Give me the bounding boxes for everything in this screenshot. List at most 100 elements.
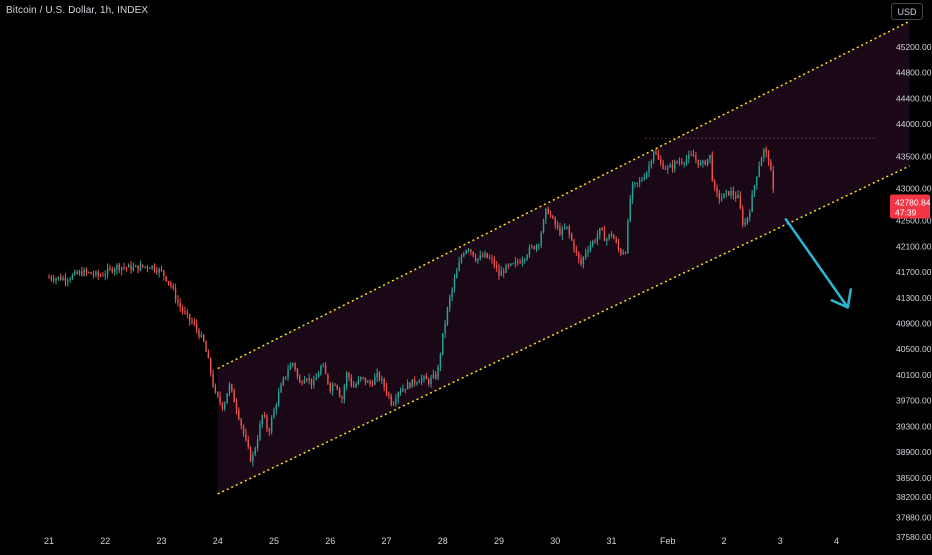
candle-body [481,255,484,257]
x-tick-label: 27 [381,536,391,546]
candle-body [294,363,296,370]
candle-body [399,391,402,393]
candle-body [617,242,620,250]
candle-body [315,377,317,381]
candle-body [716,187,718,193]
candle-body [427,379,430,384]
candle-body [442,333,444,355]
candle-body [585,252,587,258]
candle-body [219,396,221,403]
candle-body [165,276,167,282]
candle-body [137,265,139,271]
candle-body [402,388,404,392]
candle-body [756,176,758,186]
candle-body [207,351,210,359]
candle-body [235,402,238,411]
candle-body [601,227,603,231]
candle-body [610,234,613,236]
candle-body [514,261,517,264]
y-tick-label: 40900.00 [896,318,932,328]
candle-body [345,372,348,387]
candle-body [575,249,578,253]
candle-body [711,154,713,181]
candle-body [662,162,664,169]
candle-body [622,252,624,255]
candle-body [727,191,730,196]
candle-body [458,261,460,271]
candle-body [453,278,456,289]
candle-body [767,152,770,162]
candle-body [139,264,142,271]
candle-body [720,198,723,200]
candle-body [193,322,196,324]
candle-body [308,378,310,380]
candle-body [645,172,648,178]
candle-body [681,161,683,164]
candle-body [327,374,329,384]
candle-body [477,258,479,261]
candle-body [92,274,95,276]
candle-body [322,365,324,367]
candle-body [186,312,188,315]
candle-body [474,256,477,261]
candle-body [170,282,172,286]
candle-body [62,277,64,280]
y-tick-label: 44800.00 [896,68,932,78]
candle-body [324,365,327,375]
candle-body [383,379,385,388]
candle-body [589,245,592,251]
candle-body [636,182,638,184]
candle-body [491,258,493,260]
candle-body [582,257,585,265]
y-tick-label: 43000.00 [896,183,932,193]
candle-body [74,271,76,275]
candle-body [758,166,760,177]
arrow-shaft [784,218,849,309]
candle-body [725,191,728,194]
candle-body [341,396,343,399]
x-tick-label: 24 [213,536,223,546]
y-tick-label: 37880.00 [896,513,932,523]
candle-body [446,307,449,325]
candle-body [638,180,641,183]
candle-body [500,271,503,276]
candle-body [706,158,709,165]
candle-body [212,373,214,387]
candle-body [554,218,556,225]
candle-body [463,253,465,257]
candle-body [205,341,207,352]
candle-body [409,382,411,388]
candle-body [364,377,367,383]
candle-body [435,374,437,379]
candle-body [437,366,439,379]
y-tick-label: 38500.00 [896,473,932,483]
candle-body [495,265,498,269]
candle-body [484,253,486,257]
candle-body [163,270,165,277]
candle-body [369,381,371,385]
candle-body [627,220,629,253]
candle-body [592,241,594,246]
candle-body [676,161,678,163]
candle-body [320,366,322,375]
candle-body [416,382,418,384]
candle-body [648,165,650,173]
candle-body [652,151,655,162]
candle-body [650,161,653,166]
candle-body [120,267,123,271]
candle-body [360,377,362,380]
candle-body [160,269,163,271]
x-tick-label: 22 [100,536,110,546]
candle-body [479,255,481,259]
candle-body [563,227,566,229]
candle-body [699,162,702,166]
candle-body [749,212,751,218]
candle-body [765,149,767,153]
candle-body [713,180,716,188]
currency-selector-button[interactable]: USD [891,3,923,20]
candle-body [142,264,144,267]
current-price-label: 42780.84 [895,198,931,208]
candle-body [329,383,331,391]
